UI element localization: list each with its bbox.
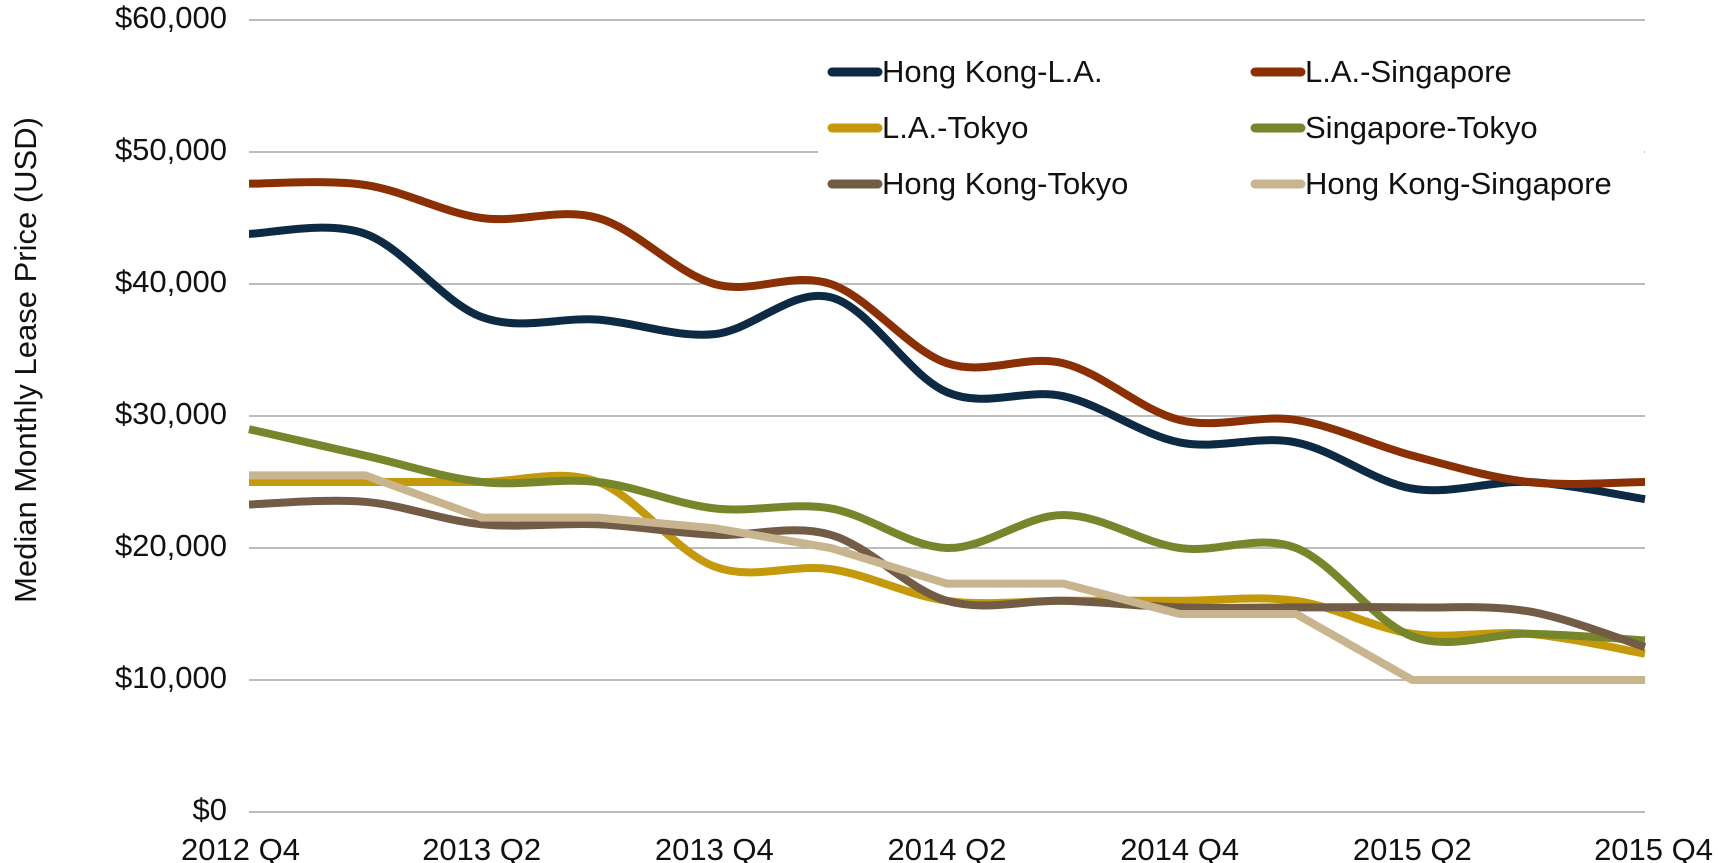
x-tick-label: 2012 Q4 bbox=[181, 832, 300, 863]
y-tick-label: $50,000 bbox=[115, 132, 227, 167]
legend-label: L.A.-Singapore bbox=[1305, 54, 1512, 89]
y-tick-label: $60,000 bbox=[115, 0, 227, 35]
series-line bbox=[248, 223, 1646, 504]
legend-background bbox=[818, 44, 1644, 224]
y-tick-label: $30,000 bbox=[115, 396, 227, 431]
legend-label: L.A.-Tokyo bbox=[882, 110, 1028, 145]
legend-label: Singapore-Tokyo bbox=[1305, 110, 1538, 145]
y-tick-label: $20,000 bbox=[115, 528, 227, 563]
x-tick-label: 2013 Q2 bbox=[422, 832, 541, 863]
y-tick-label: $40,000 bbox=[115, 264, 227, 299]
x-tick-label: 2014 Q4 bbox=[1120, 832, 1239, 863]
series-line bbox=[249, 471, 1645, 684]
legend-label: Hong Kong-Singapore bbox=[1305, 166, 1612, 201]
x-tick-label: 2013 Q4 bbox=[655, 832, 774, 863]
x-tick-label: 2014 Q2 bbox=[888, 832, 1007, 863]
series-line bbox=[248, 425, 1646, 646]
y-tick-label: $10,000 bbox=[115, 660, 227, 695]
series-line bbox=[249, 471, 1646, 658]
legend: Hong Kong-L.A. L.A.-Singapore L.A.-Tokyo Si… bbox=[818, 44, 1644, 224]
series-line bbox=[248, 496, 1647, 651]
legend-label: Hong Kong-Tokyo bbox=[882, 166, 1128, 201]
x-tick-label: 2015 Q4 bbox=[1594, 832, 1713, 863]
series-line bbox=[248, 178, 1646, 488]
x-tick-label: 2015 Q2 bbox=[1353, 832, 1472, 863]
y-axis-title: Median Monthly Lease Price (USD) bbox=[8, 117, 43, 603]
legend-label: Hong Kong-L.A. bbox=[882, 54, 1103, 89]
y-tick-label: $0 bbox=[193, 792, 227, 827]
